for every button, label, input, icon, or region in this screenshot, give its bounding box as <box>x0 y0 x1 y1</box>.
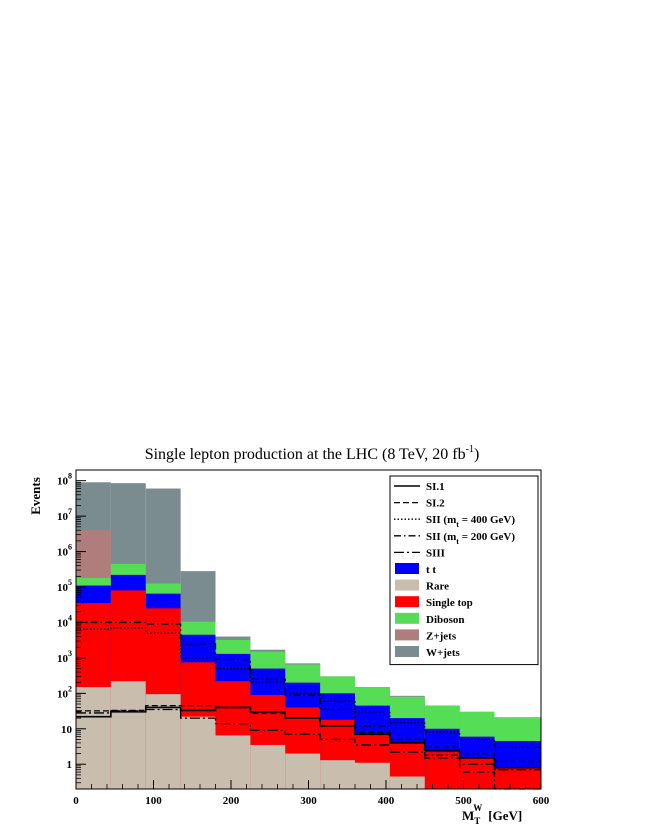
x-tick-label-2: 200 <box>223 795 240 807</box>
bar-rare-bin-1 <box>110 681 146 789</box>
bar-single-top-bin-11 <box>459 757 495 789</box>
legend-label-3: SII (mt = 200 GeV) <box>426 531 515 546</box>
bar-single-top-bin-12 <box>494 767 541 789</box>
x-axis-label-sub: T <box>474 816 480 826</box>
x-axis-label-main: M <box>462 808 474 823</box>
legend-label-5: t t <box>426 564 436 576</box>
bar-rare-bin-3 <box>180 716 216 789</box>
y-tick-label-0: 1 <box>67 759 73 771</box>
bar-rare-bin-2 <box>145 694 181 789</box>
x-axis-label-unit: [GeV] <box>488 808 522 823</box>
y-tick-label-2: 102 <box>57 684 72 700</box>
legend-label-7: Single top <box>426 597 473 609</box>
y-tick-label-7: 107 <box>57 507 72 523</box>
x-tick-label-5: 500 <box>455 795 472 807</box>
signal-line-2 <box>76 627 541 748</box>
y-tick-label-6: 106 <box>57 543 72 559</box>
legend-label-2: SII (mt = 400 GeV) <box>426 514 515 529</box>
signal-line-1 <box>76 704 541 763</box>
y-tick-label-8: 108 <box>57 472 72 488</box>
x-tick-label-1: 100 <box>145 795 162 807</box>
y-tick-label-4: 104 <box>57 613 72 629</box>
bar-rare-bin-6 <box>285 753 321 789</box>
y-tick-label-3: 103 <box>57 649 72 665</box>
signal-line-3 <box>76 621 541 790</box>
y-tick-label-1: 10 <box>61 724 73 736</box>
legend-label-1: SI.2 <box>426 498 445 510</box>
legend-swatch-9 <box>395 629 419 641</box>
x-axis-label-sup: W <box>473 803 482 813</box>
axes: 0 100 200 300 400 500 600 1 10 102 103 104 105 106 107… <box>57 469 550 807</box>
y-axis-label-text: Events <box>28 477 43 515</box>
x-tick-label-6: 600 <box>533 795 550 807</box>
bar-rare-bin-9 <box>389 776 425 789</box>
x-axis-label: MTW [GeV] <box>462 803 522 826</box>
x-tick-label-0: 0 <box>73 795 79 807</box>
x-tick-label-3: 300 <box>300 795 317 807</box>
legend-label-8: Diboson <box>426 614 465 626</box>
chart-title: Single lepton production at the LHC (8 T… <box>145 444 480 463</box>
legend-label-10: W+jets <box>426 647 460 659</box>
svg-text:Single lepton production at th: Single lepton production at the LHC (8 T… <box>145 444 480 463</box>
bar-rare-bin-4 <box>215 735 251 789</box>
bar-rare-bin-5 <box>250 744 286 789</box>
legend-swatch-8 <box>395 612 419 624</box>
legend-label-0: SI.1 <box>426 481 445 493</box>
chart-title-close: ) <box>474 446 479 463</box>
legend-label-6: Rare <box>426 581 449 593</box>
bar-rare-bin-8 <box>355 762 390 789</box>
legend-swatch-10 <box>395 646 419 657</box>
chart-title-superscript: -1 <box>466 444 474 455</box>
legend-swatch-5 <box>395 563 419 574</box>
legend-label-4: SIII <box>426 547 445 559</box>
legend-swatch-6 <box>395 579 419 591</box>
plot-area <box>76 482 541 790</box>
signal-line-4 <box>76 708 541 771</box>
y-tick-label-5: 105 <box>57 578 72 594</box>
x-tick-label-4: 400 <box>378 795 395 807</box>
legend-label-9: Z+jets <box>426 630 457 642</box>
legend-swatch-7 <box>395 596 419 608</box>
legend: SI.1 SI.2 SII (mt = 400 GeV) SII (mt = 200 … <box>389 475 539 666</box>
chart-title-main: Single lepton production at the LHC (8 T… <box>145 446 466 463</box>
y-axis-label: Events <box>28 477 43 515</box>
bar-rare-bin-0 <box>76 687 111 789</box>
bar-rare-bin-7 <box>320 760 355 789</box>
svg-text:MTW[GeV]: MTW [GeV] <box>462 803 522 826</box>
